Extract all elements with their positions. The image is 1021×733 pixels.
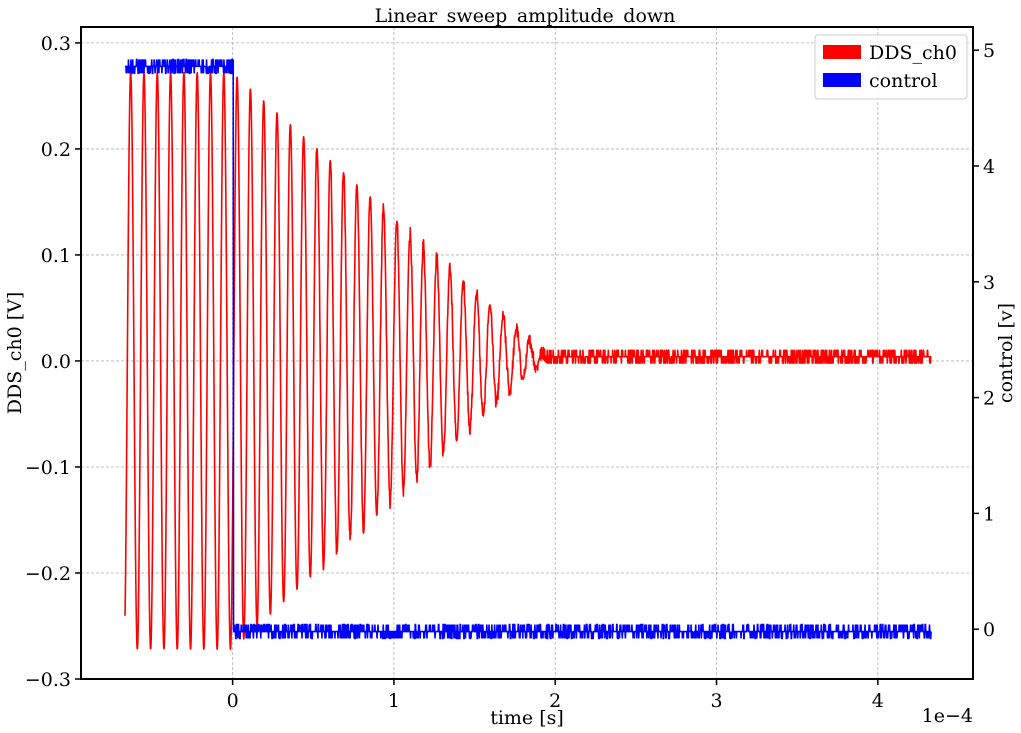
y-right-tick-label: 0 [983, 619, 995, 641]
legend-swatch-control [823, 73, 861, 87]
legend: DDS_ch0 control [814, 34, 968, 100]
y-left-tick-label: −0.3 [25, 669, 71, 691]
y-right-tick-label: 3 [983, 272, 995, 294]
x-tick-label: 3 [710, 690, 722, 712]
y-left-tick-label: −0.1 [25, 457, 71, 479]
y-right-tick-label: 4 [983, 156, 995, 178]
plot-frame [80, 26, 974, 680]
x-tick-label: 1 [388, 690, 400, 712]
x-axis-offset-label: 1e−4 [922, 705, 973, 727]
chart-title: Linear_sweep_amplitude_down [375, 5, 676, 27]
legend-label-dds-ch0: DDS_ch0 [869, 42, 957, 64]
y-axis-right-label: control [v] [995, 303, 1017, 403]
series-line-control [125, 58, 932, 640]
series-layer [124, 58, 932, 651]
series-line-dds-ch0 [124, 71, 932, 651]
ticks: 0 1 2 3 4 −0.3 −0.2 −0.1 0.0 0.1 0.2 0.3 0 1 2 3 4 5 [25, 33, 995, 712]
y-left-tick-label: 0.1 [41, 245, 71, 267]
legend-label-control: control [869, 70, 938, 92]
legend-swatch-dds-ch0 [823, 45, 861, 59]
x-tick-label: 4 [872, 690, 884, 712]
y-left-tick-label: 0.3 [41, 33, 71, 55]
y-right-tick-label: 2 [983, 388, 995, 410]
x-tick-label: 2 [549, 690, 561, 712]
y-right-tick-label: 5 [983, 40, 995, 62]
y-left-tick-label: 0.2 [41, 139, 71, 161]
y-left-tick-label: 0.0 [41, 351, 71, 373]
x-tick-label: 0 [227, 690, 239, 712]
y-axis-left-label: DDS_ch0 [V] [4, 292, 26, 415]
x-axis-label: time [s] [490, 707, 564, 729]
y-right-tick-label: 1 [983, 503, 995, 525]
y-left-tick-label: −0.2 [25, 563, 71, 585]
